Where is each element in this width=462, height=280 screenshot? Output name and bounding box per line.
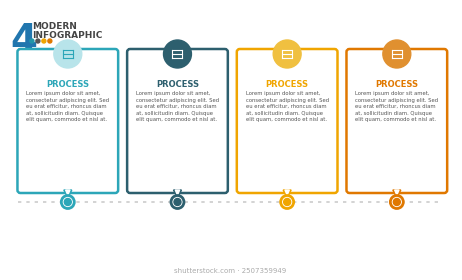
Text: Lorem ipsum dolor sit amet,
consectetur adipiscing elit. Sed
eu erat efficitur, : Lorem ipsum dolor sit amet, consectetur … bbox=[355, 91, 438, 122]
Circle shape bbox=[393, 199, 400, 206]
Text: MODERN: MODERN bbox=[32, 22, 77, 31]
Circle shape bbox=[42, 39, 46, 43]
Circle shape bbox=[48, 39, 52, 43]
Polygon shape bbox=[66, 190, 70, 195]
Polygon shape bbox=[285, 190, 289, 195]
Circle shape bbox=[171, 195, 184, 209]
Text: Lorem ipsum dolor sit amet,
consectetur adipiscing elit. Sed
eu erat efficitur, : Lorem ipsum dolor sit amet, consectetur … bbox=[246, 91, 329, 122]
Polygon shape bbox=[393, 190, 401, 198]
Circle shape bbox=[61, 195, 74, 209]
Text: PROCESS: PROCESS bbox=[266, 80, 309, 89]
Circle shape bbox=[281, 195, 294, 209]
Text: Lorem ipsum dolor sit amet,
consectetur adipiscing elit. Sed
eu erat efficitur, : Lorem ipsum dolor sit amet, consectetur … bbox=[136, 91, 219, 122]
Text: shutterstock.com · 2507359949: shutterstock.com · 2507359949 bbox=[174, 268, 286, 274]
Circle shape bbox=[54, 40, 82, 68]
Circle shape bbox=[30, 39, 34, 43]
Polygon shape bbox=[283, 190, 291, 198]
Circle shape bbox=[130, 73, 225, 169]
FancyBboxPatch shape bbox=[18, 49, 118, 193]
Polygon shape bbox=[64, 190, 72, 198]
Text: 4: 4 bbox=[10, 22, 37, 60]
Circle shape bbox=[349, 73, 445, 169]
Text: Lorem ipsum dolor sit amet,
consectetur adipiscing elit. Sed
eu erat efficitur, : Lorem ipsum dolor sit amet, consectetur … bbox=[26, 91, 109, 122]
Text: PROCESS: PROCESS bbox=[156, 80, 199, 89]
Text: INFOGRAPHIC: INFOGRAPHIC bbox=[32, 31, 102, 40]
FancyBboxPatch shape bbox=[346, 49, 447, 193]
Circle shape bbox=[164, 40, 191, 68]
FancyBboxPatch shape bbox=[127, 49, 228, 193]
Polygon shape bbox=[175, 190, 180, 195]
Circle shape bbox=[390, 195, 403, 209]
Circle shape bbox=[284, 199, 291, 206]
Circle shape bbox=[174, 199, 181, 206]
Circle shape bbox=[383, 40, 411, 68]
Text: PROCESS: PROCESS bbox=[375, 80, 418, 89]
Polygon shape bbox=[395, 190, 399, 195]
FancyBboxPatch shape bbox=[237, 49, 338, 193]
Text: PROCESS: PROCESS bbox=[46, 80, 89, 89]
Circle shape bbox=[64, 199, 71, 206]
Circle shape bbox=[20, 73, 116, 169]
Circle shape bbox=[239, 73, 335, 169]
Circle shape bbox=[273, 40, 301, 68]
Polygon shape bbox=[174, 190, 182, 198]
Circle shape bbox=[36, 39, 40, 43]
